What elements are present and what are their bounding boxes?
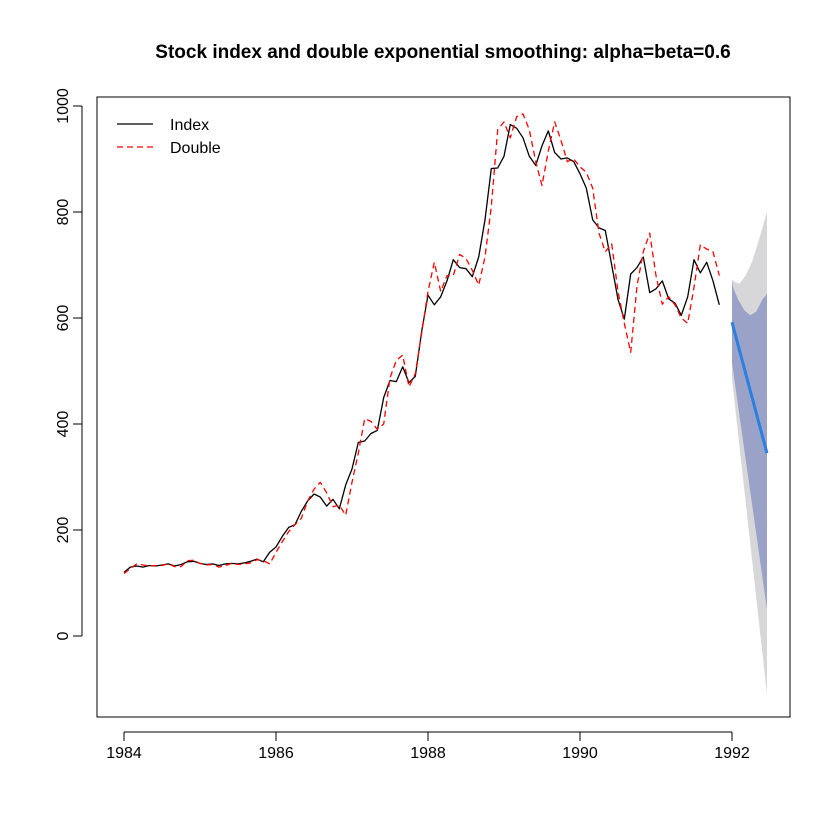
y-tick-label: 1000 (55, 88, 72, 124)
x-tick-label: 1988 (410, 745, 446, 762)
legend: Index Double (117, 117, 221, 157)
forecast-layer (730, 212, 769, 695)
x-tick-label: 1984 (106, 745, 142, 762)
x-tick-label: 1992 (714, 745, 750, 762)
y-tick-label: 600 (55, 305, 72, 332)
y-tick-label: 400 (55, 411, 72, 438)
y-tick-label: 800 (55, 199, 72, 226)
legend-label-double: Double (170, 140, 221, 157)
x-tick-label: 1990 (562, 745, 598, 762)
y-tick-label: 200 (55, 517, 72, 544)
axes-layer: 1984 1986 1988 1990 1992 0 200 400 600 800 1000 (55, 88, 750, 762)
series-layer (123, 113, 720, 575)
x-tick-label: 1986 (258, 745, 294, 762)
plot-frame (96, 96, 791, 718)
series-line-double (123, 113, 720, 575)
forecast-mean-line (730, 321, 769, 454)
legend-label-index: Index (170, 117, 209, 134)
series-line-index (123, 123, 720, 573)
chart-title: Stock index and double exponential smoot… (155, 42, 730, 63)
y-tick-label: 0 (55, 631, 72, 640)
forecast-band-80 (732, 280, 767, 610)
